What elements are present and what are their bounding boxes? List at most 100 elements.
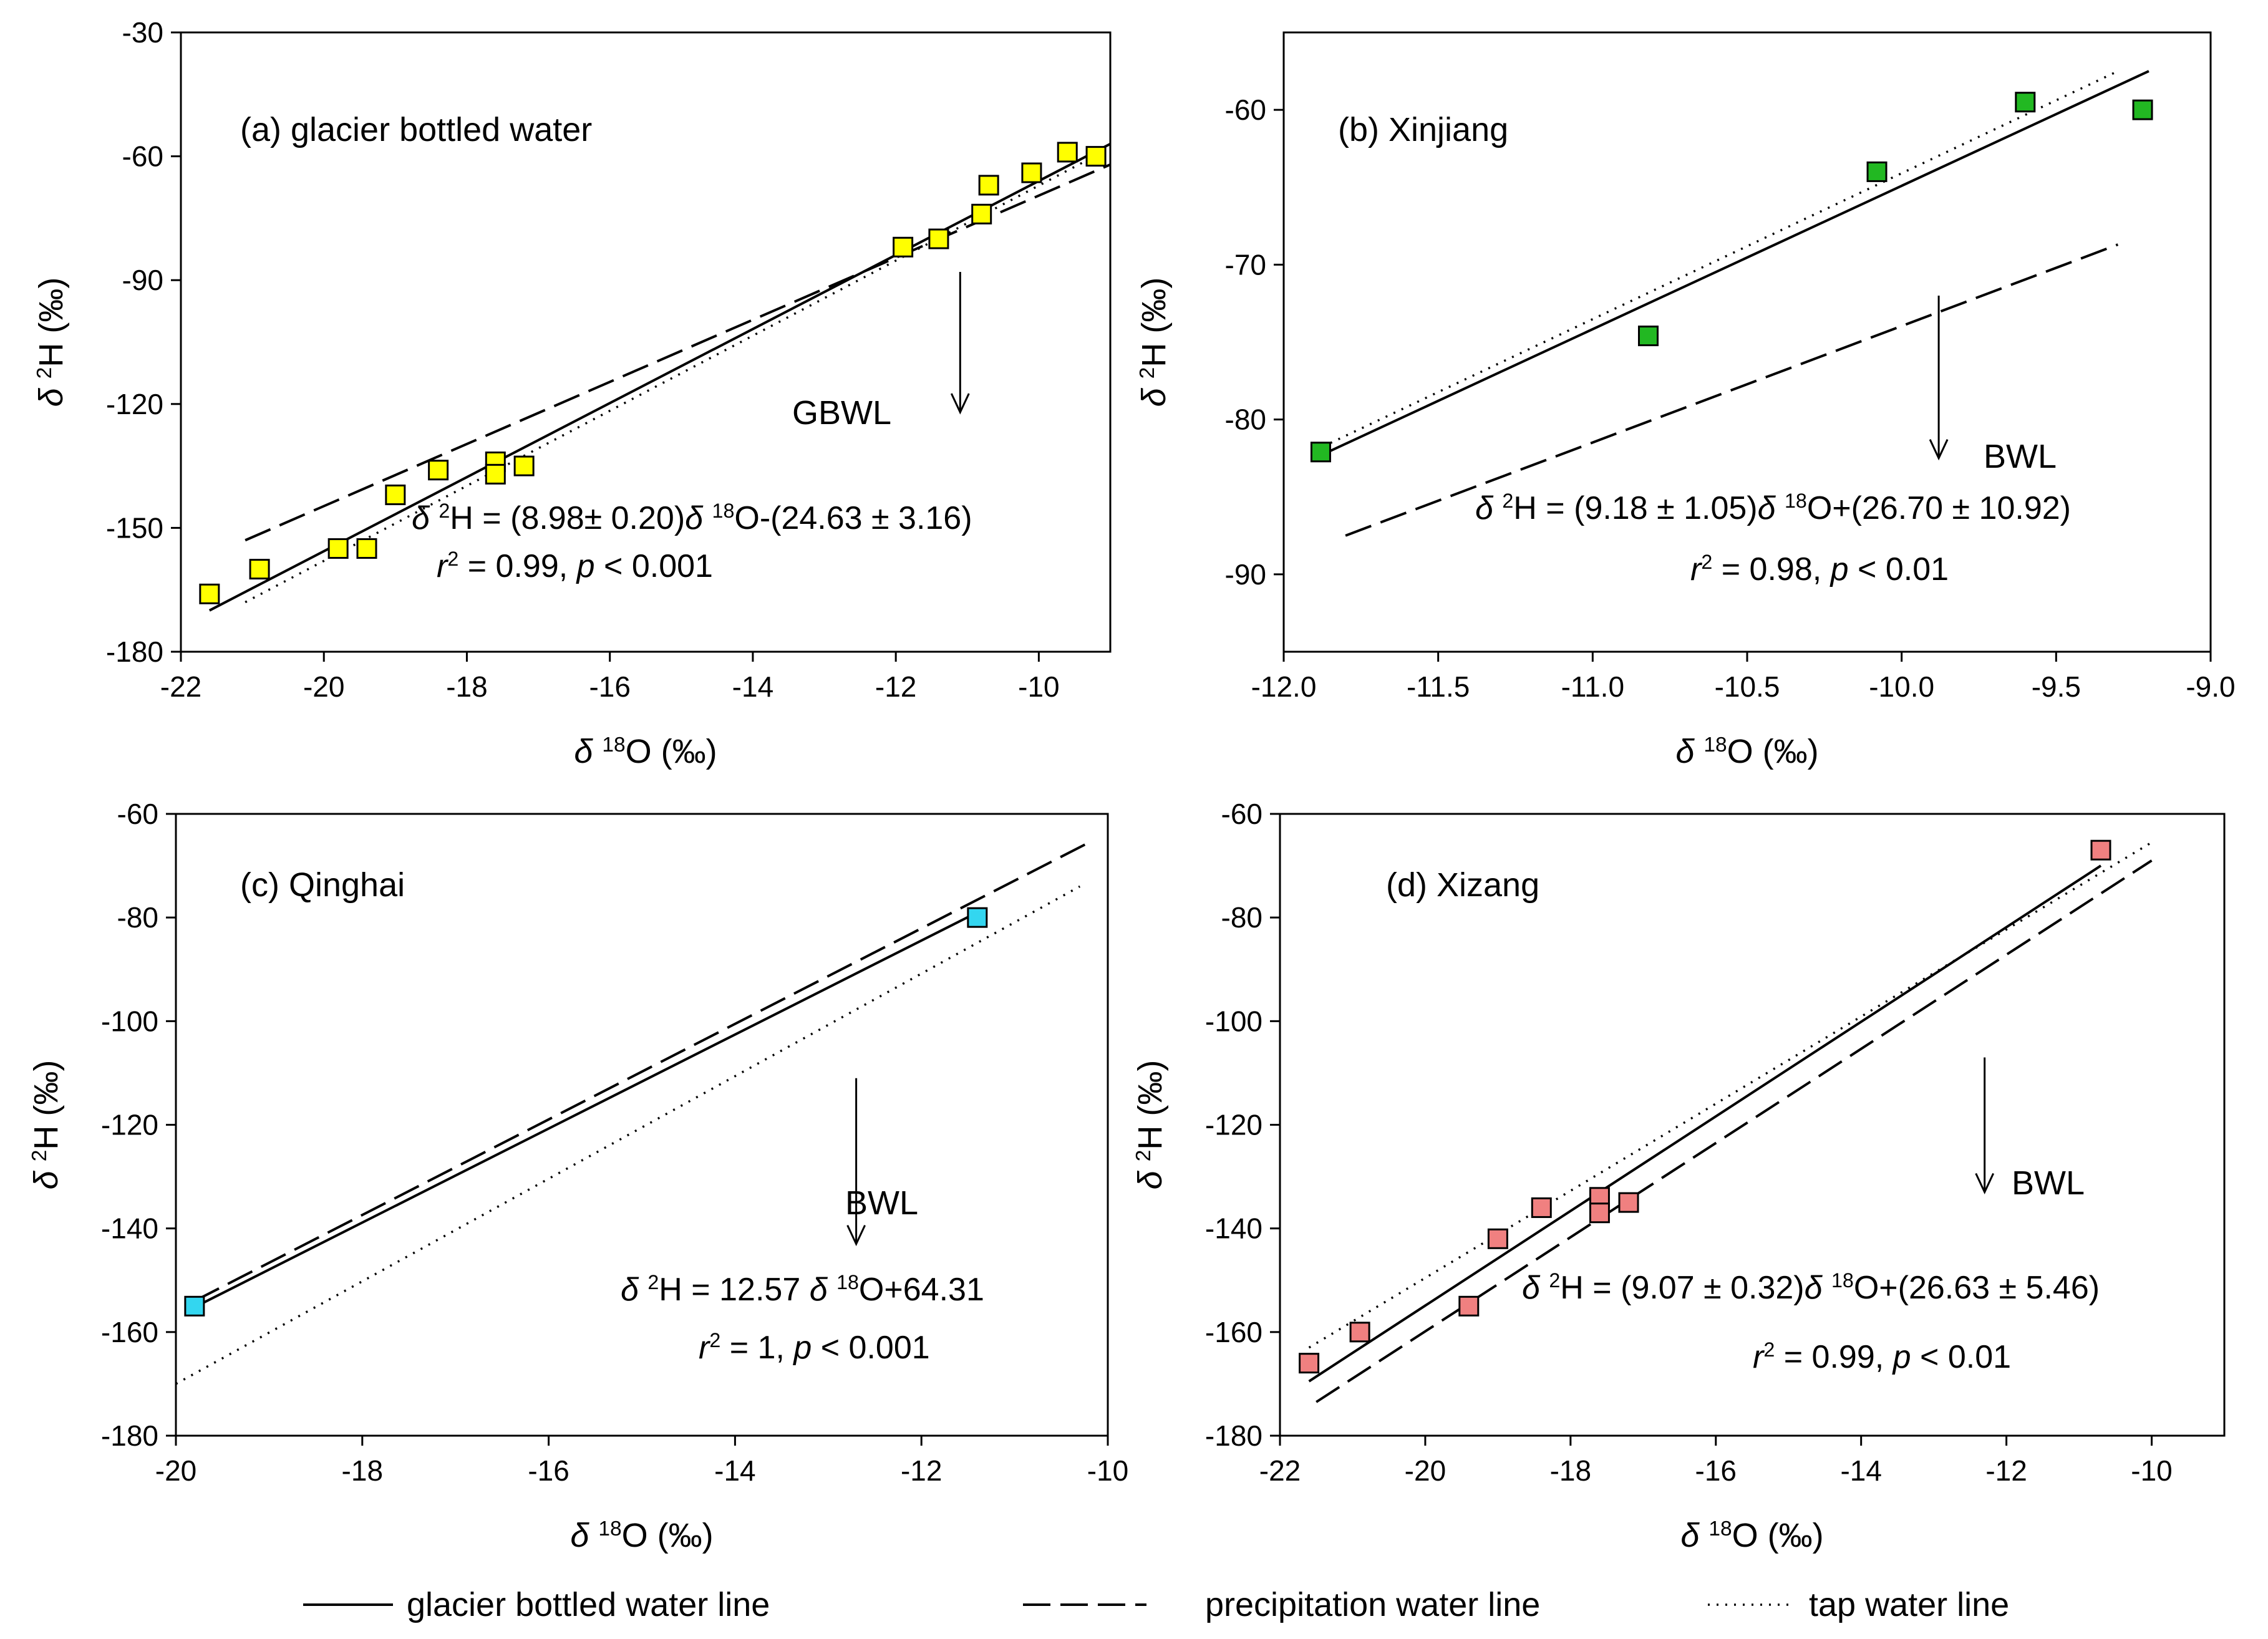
- data-point: [967, 907, 988, 928]
- y-tick-label: -140: [1205, 1212, 1262, 1245]
- y-tick-label: -120: [106, 388, 163, 420]
- x-tick-label: -16: [589, 670, 630, 703]
- regression-equation: δ 2H = (9.07 ± 0.32)δ 18O+(26.63 ± 5.46): [1522, 1269, 2100, 1306]
- y-tick-label: -80: [117, 901, 158, 934]
- data-point: [1589, 1202, 1610, 1224]
- regression-stats: r2 = 0.99, p < 0.01: [1753, 1338, 2011, 1375]
- line-label: GBWL: [792, 394, 891, 432]
- y-axis-label: δ 2H (‰): [32, 278, 70, 407]
- y-tick-label: -160: [1205, 1316, 1262, 1348]
- x-tick-label: -20: [155, 1454, 196, 1487]
- y-tick-label: -90: [122, 264, 163, 296]
- data-point: [356, 538, 377, 559]
- line-label: BWL: [1984, 438, 2057, 475]
- precipitation-water-line: [1316, 859, 2153, 1403]
- x-tick-label: -18: [342, 1454, 383, 1487]
- y-tick-label: -100: [1205, 1005, 1262, 1037]
- line-label: BWL: [2012, 1164, 2085, 1202]
- x-tick-label: -10: [1087, 1454, 1128, 1487]
- x-tick-label: -22: [160, 670, 201, 703]
- data-point: [978, 175, 999, 196]
- x-axis-label: δ 18O (‰): [1675, 733, 1818, 770]
- y-tick-label: -60: [1221, 798, 1262, 830]
- tap-water-line: [175, 885, 1081, 1385]
- x-tick-label: -9.5: [2032, 670, 2081, 703]
- y-axis-label: δ 2H (‰): [1135, 278, 1173, 407]
- y-tick-label: -140: [101, 1212, 158, 1245]
- data-point: [1310, 442, 1331, 463]
- data-point: [1057, 142, 1078, 163]
- legend-label: glacier bottled water line: [407, 1586, 770, 1623]
- y-tick-label: -80: [1221, 901, 1262, 934]
- data-point: [1021, 162, 1042, 183]
- legend: glacier bottled water line precipitation …: [303, 1586, 2009, 1623]
- arrow-head-icon: [950, 393, 970, 415]
- precipitation-water-line: [245, 163, 1111, 542]
- x-axis-label: δ 18O (‰): [574, 733, 717, 770]
- data-point: [1866, 161, 1888, 182]
- regression-stats: r2 = 0.98, p < 0.01: [1690, 551, 1949, 587]
- panel-title: (b) Xinjiang: [1338, 111, 1508, 148]
- arrow-head-icon: [846, 1224, 866, 1247]
- data-point: [1349, 1322, 1370, 1343]
- glacier-bottled-water-line: [1314, 70, 2149, 460]
- x-axis-label: δ 18O (‰): [570, 1517, 713, 1554]
- y-tick-label: -120: [101, 1109, 158, 1141]
- data-point: [428, 460, 449, 481]
- y-tick-label: -120: [1205, 1109, 1262, 1141]
- x-tick-label: -18: [1550, 1454, 1591, 1487]
- plot-frame: [175, 813, 1109, 1437]
- x-tick-label: -11.0: [1561, 670, 1624, 703]
- precipitation-water-line: [1345, 243, 2119, 537]
- glacier-bottled-water-line: [208, 142, 1111, 612]
- x-tick-label: -20: [1405, 1454, 1446, 1487]
- y-tick-label: -60: [122, 140, 163, 173]
- y-axis-label: δ 2H (‰): [1132, 1060, 1169, 1190]
- y-tick-label: -180: [101, 1419, 158, 1452]
- x-axis-label: δ 18O (‰): [1680, 1517, 1823, 1554]
- panel-title: (c) Qinghai: [240, 866, 405, 904]
- data-point: [1458, 1295, 1480, 1317]
- x-tick-label: -10.0: [1869, 670, 1934, 703]
- x-tick-label: -16: [528, 1454, 569, 1487]
- data-point: [513, 455, 535, 476]
- data-point: [1637, 326, 1659, 347]
- y-tick-label: -80: [1225, 404, 1266, 436]
- regression-equation: δ 2H = (8.98± 0.20)δ 18O-(24.63 ± 3.16): [412, 500, 972, 536]
- data-point: [1299, 1353, 1320, 1374]
- legend-label: precipitation water line: [1205, 1586, 1540, 1623]
- regression-equation: δ 2H = 12.57 δ 18O+64.31: [621, 1271, 984, 1308]
- arrow-head-icon: [1975, 1172, 1995, 1195]
- data-point: [893, 236, 914, 258]
- data-point: [2090, 839, 2111, 861]
- glacier-bottled-water-line: [193, 911, 978, 1308]
- data-point: [1085, 146, 1107, 167]
- x-tick-label: -18: [446, 670, 487, 703]
- x-tick-label: -14: [732, 670, 773, 703]
- y-tick-label: -90: [1225, 558, 1266, 591]
- x-tick-label: -9.0: [2186, 670, 2235, 703]
- precipitation-water-line: [193, 841, 1090, 1302]
- data-point: [1487, 1228, 1508, 1249]
- x-tick-label: -11.5: [1407, 670, 1470, 703]
- data-point: [485, 463, 506, 485]
- x-tick-label: -10: [2131, 1454, 2172, 1487]
- y-tick-label: -150: [106, 511, 163, 544]
- x-tick-label: -12: [1985, 1454, 2027, 1487]
- x-tick-label: -22: [1259, 1454, 1301, 1487]
- x-tick-label: -20: [303, 670, 344, 703]
- y-tick-label: -60: [1225, 94, 1266, 126]
- y-tick-label: -180: [1205, 1419, 1262, 1452]
- x-tick-label: -14: [714, 1454, 755, 1487]
- panel-d: -22 -20 -18 -16 -14 -12 -10 -60 -80 -100 -120 -140 -…: [1132, 798, 2226, 1554]
- regression-equation: δ 2H = (9.18 ± 1.05)δ 18O+(26.70 ± 10.92…: [1475, 490, 2071, 526]
- panel-b: -12.0 -11.5 -11.0 -10.5 -10.0 -9.5 -9.0 -60 -70 -…: [1135, 31, 2236, 770]
- panel-title: (d) Xizang: [1386, 866, 1539, 904]
- plot-frame: [180, 31, 1112, 653]
- panel-c: -20 -18 -16 -14 -12 -10 -60 -80 -100 -120 -140 -160…: [27, 798, 1128, 1554]
- y-axis-label: δ 2H (‰): [27, 1060, 65, 1190]
- data-point: [1531, 1197, 1552, 1218]
- regression-stats: r2 = 0.99, p < 0.001: [437, 548, 713, 584]
- data-point: [199, 583, 220, 604]
